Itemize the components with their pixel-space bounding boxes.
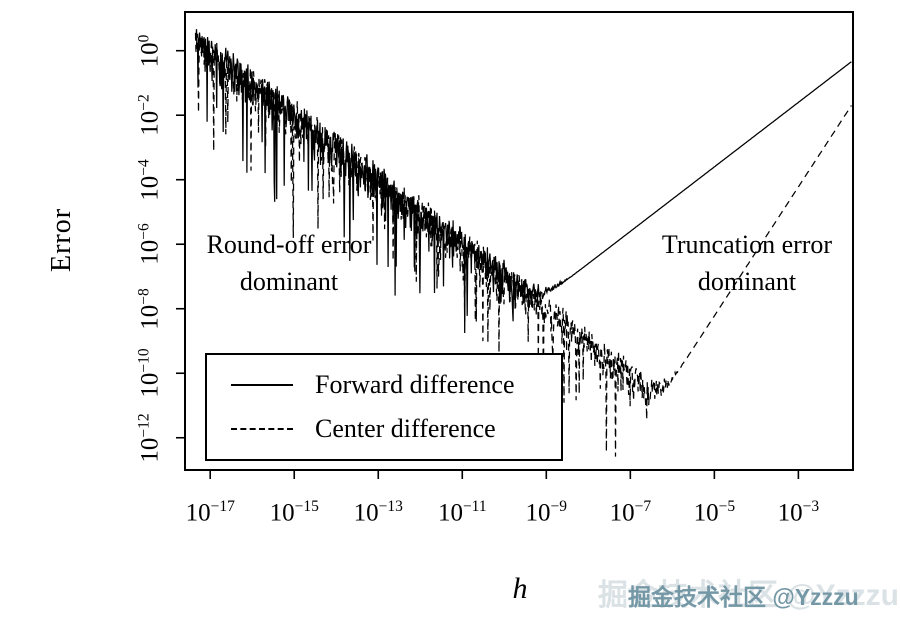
y-tick-label: 100 (135, 34, 164, 68)
y-tick-label: 10−8 (135, 287, 164, 330)
x-tick-label: 10−15 (269, 498, 319, 527)
legend-label: Center difference (315, 414, 496, 444)
center-difference-curve (194, 32, 852, 457)
x-tick-label: 10−9 (525, 498, 568, 527)
x-tick-label: 10−13 (353, 498, 403, 527)
watermark-ghost: 掘金技术社区 @Yzzzu (598, 579, 899, 612)
y-tick-label: 10−2 (135, 94, 164, 136)
annotation-line: Round-off error (206, 230, 372, 259)
axis-ticks (176, 49, 800, 479)
y-tick-label: 10−10 (135, 348, 164, 398)
y-tick-label: 10−4 (135, 158, 164, 201)
watermark: 掘金技术社区 @Yzzzu (628, 584, 859, 610)
legend-entry-center: Center difference (207, 414, 561, 444)
x-tick-label: 10−17 (185, 498, 235, 527)
y-tick-label: 10−12 (135, 413, 164, 463)
x-tick-label: 10−7 (609, 498, 652, 527)
annotation-truncation: Truncation error dominant (662, 226, 832, 300)
annotation-roundoff: Round-off error dominant (207, 226, 372, 300)
x-tick-label: 10−3 (777, 498, 820, 527)
dashed-line-sample (231, 428, 293, 431)
annotation-line: dominant (239, 267, 339, 296)
x-axis-title: h (512, 572, 528, 605)
legend: Forward difference Center difference (205, 353, 563, 461)
y-tick-label: 10−6 (135, 223, 164, 265)
legend-label: Forward difference (315, 369, 515, 399)
annotation-line: Truncation error (661, 230, 833, 259)
x-tick-label: 10−5 (693, 498, 736, 527)
legend-entry-forward: Forward difference (207, 370, 561, 400)
forward-difference-curve (194, 29, 852, 334)
x-tick-label: 10−11 (437, 498, 487, 527)
annotation-line: dominant (697, 267, 797, 296)
plot-box (184, 11, 854, 471)
y-axis-title: Error (46, 207, 77, 273)
solid-line-sample (231, 383, 293, 386)
